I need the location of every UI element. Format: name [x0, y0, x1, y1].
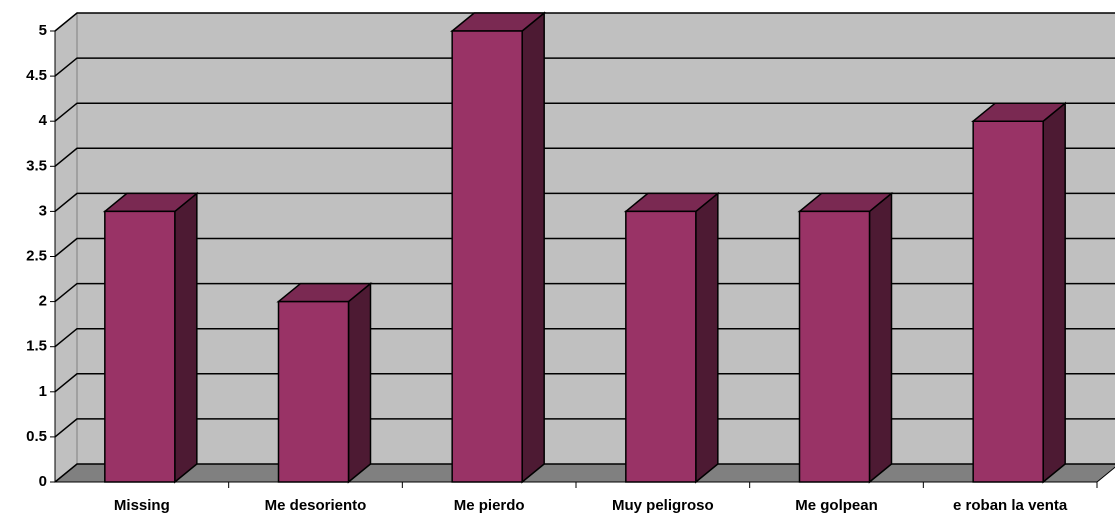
grid-line	[54, 282, 1115, 303]
y-tick-label: 2	[39, 293, 47, 310]
floor	[53, 463, 1115, 483]
bar-front	[277, 300, 350, 483]
y-tick-label: 2.5	[26, 247, 47, 264]
y-tick-label: 3.5	[26, 157, 47, 174]
grid-line	[54, 192, 1115, 212]
bar-front	[451, 30, 523, 483]
y-tick-label: 3	[39, 202, 47, 219]
grid-line	[54, 102, 1115, 122]
y-tick-label: 4	[39, 112, 48, 129]
grid-line	[54, 327, 1115, 348]
y-tick-label: 5	[39, 22, 47, 39]
x-tick-label: Muy peligroso	[612, 497, 714, 514]
bar	[971, 101, 1068, 484]
grid-line	[54, 373, 1115, 393]
bar-front	[625, 210, 697, 483]
y-tick-label: 0.5	[26, 428, 47, 445]
bar	[623, 191, 720, 484]
x-tick-label: Me pierdo	[454, 497, 525, 514]
y-tick-label: 1	[39, 383, 47, 400]
bar-side	[174, 191, 198, 484]
bar	[450, 11, 547, 484]
bar-front	[104, 210, 176, 483]
grid-line	[54, 418, 1115, 438]
bar-side	[347, 282, 372, 484]
grid-line	[54, 147, 1115, 167]
bar-front	[798, 210, 871, 483]
y-tick-label: 4.5	[26, 67, 47, 84]
y-tick-label: 0	[39, 473, 47, 490]
bar	[102, 191, 199, 484]
bar-side	[521, 11, 545, 484]
x-tick-label: Me golpean	[795, 497, 878, 514]
bar-side	[1042, 101, 1066, 484]
grid-line	[54, 463, 1115, 483]
grid-line	[54, 12, 1115, 32]
bar-front	[972, 120, 1044, 483]
x-tick-label: Missing	[114, 497, 170, 514]
x-tick-label: e roban la venta	[953, 497, 1068, 514]
grid-line	[54, 57, 1115, 77]
bar-side	[868, 191, 893, 484]
grid-line	[54, 237, 1115, 258]
bar	[797, 191, 894, 484]
bar-side	[695, 191, 719, 484]
y-tick-label: 1.5	[26, 338, 47, 355]
x-tick-label: Me desoriento	[265, 497, 367, 514]
bar	[276, 282, 373, 484]
